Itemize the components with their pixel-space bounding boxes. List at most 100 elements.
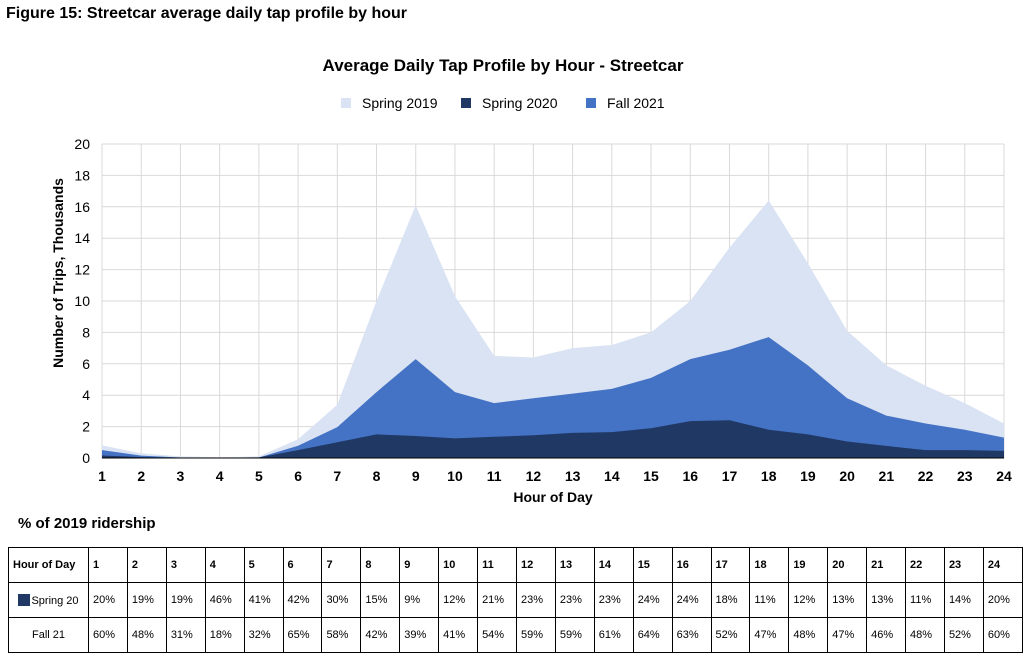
x-tick-label: 2 [137, 468, 145, 484]
table-value-cell: 24% [632, 582, 673, 618]
table-hour-cell: 15 [632, 547, 673, 583]
table-value-cell: 47% [749, 617, 790, 653]
table-hour-cell: 21 [866, 547, 907, 583]
x-tick-label: 20 [839, 468, 855, 484]
y-tick-label: 18 [74, 167, 90, 183]
table-hour-cell: 5 [243, 547, 284, 583]
table-value-cell: 48% [126, 617, 167, 653]
table-hour-cell: 6 [282, 547, 323, 583]
chart-legend: Spring 2019 Spring 2020 Fall 2021 [341, 95, 665, 111]
table-value-cell: 65% [282, 617, 323, 653]
table-value-cell: 46% [204, 582, 245, 618]
x-axis-ticks: 1 2 3 4 5 6 7 8 9 10 11 12 13 14 15 16 17 18 19 20 21 22 23 24 [98, 468, 1012, 484]
x-tick-label: 9 [412, 468, 420, 484]
y-axis-ticks: 0 2 4 6 8 10 12 14 16 18 20 [74, 136, 90, 466]
table-value-cell: 42% [282, 582, 323, 618]
table-hour-cell: 10 [438, 547, 479, 583]
table-value-cell: 9% [399, 582, 440, 618]
table-value-cell: 21% [477, 582, 517, 618]
x-tick-label: 7 [333, 468, 341, 484]
table-value-cell: 12% [438, 582, 479, 618]
table-hour-cell: 22 [905, 547, 945, 583]
y-tick-label: 12 [74, 262, 90, 278]
table-value-cell: 61% [593, 617, 634, 653]
table-value-cell: 23% [515, 582, 556, 618]
table-value-cell: 32% [243, 617, 284, 653]
table-hour-cell: 7 [321, 547, 362, 583]
table-value-cell: 52% [943, 617, 984, 653]
table-value-cell: 20% [982, 582, 1023, 618]
table-hour-cell: 1 [88, 547, 128, 583]
table-value-cell: 19% [126, 582, 167, 618]
y-tick-label: 14 [74, 230, 90, 246]
table-value-cell: 18% [204, 617, 245, 653]
table-value-cell: 20% [88, 582, 128, 618]
x-tick-label: 23 [957, 468, 973, 484]
figure-title: Figure 15: Streetcar average daily tap p… [6, 5, 408, 22]
table-value-cell: 13% [827, 582, 868, 618]
table-row: Fall 21 60% 48% 31% 18% 32% 65% 58% 42% 39% 41% 54%… [8, 617, 1023, 653]
table-hour-cell: 13 [554, 547, 595, 583]
chart-areas [102, 200, 1004, 458]
table-hour-cell: 17 [710, 547, 751, 583]
table-value-cell: 64% [632, 617, 673, 653]
legend-label: Spring 2020 [482, 95, 558, 111]
y-tick-label: 2 [82, 419, 90, 435]
table-value-cell: 30% [321, 582, 362, 618]
x-tick-label: 3 [177, 468, 185, 484]
ridership-table: Hour of Day 1 2 3 4 5 6 7 8 9 10 11 12 13 14 15 16 17 18 19… [8, 547, 1023, 653]
table-value-cell: 41% [243, 582, 284, 618]
x-tick-label: 4 [216, 468, 224, 484]
table-hour-cell: 23 [943, 547, 984, 583]
table-title: % of 2019 ridership [18, 515, 156, 532]
table-value-cell: 24% [671, 582, 712, 618]
x-tick-label: 13 [565, 468, 581, 484]
table-value-cell: 60% [88, 617, 128, 653]
table-value-cell: 31% [165, 617, 206, 653]
area-chart: Average Daily Tap Profile by Hour - Stre… [50, 56, 1012, 505]
area-series-spring-2020 [102, 420, 1004, 458]
table-value-cell: 46% [866, 617, 907, 653]
table-hour-cell: 20 [827, 547, 868, 583]
table-hour-cell: 3 [165, 547, 206, 583]
table-value-cell: 52% [710, 617, 751, 653]
table-value-cell: 59% [515, 617, 556, 653]
table-row: Spring 20 20% 19% 19% 46% 41% 42% 30% 15% 9% 12% 21… [8, 582, 1023, 618]
legend-swatch [461, 98, 471, 108]
table-value-cell: 48% [788, 617, 829, 653]
legend-label: Fall 2021 [607, 95, 665, 111]
legend-label: Spring 2019 [362, 95, 438, 111]
y-tick-label: 0 [82, 450, 90, 466]
y-tick-label: 4 [82, 387, 90, 403]
table-value-cell: 23% [554, 582, 595, 618]
x-tick-label: 12 [526, 468, 542, 484]
table-value-cell: 11% [905, 582, 945, 618]
x-tick-label: 21 [879, 468, 895, 484]
table-hour-cell: 9 [399, 547, 440, 583]
y-tick-label: 10 [74, 293, 90, 309]
y-tick-label: 6 [82, 356, 90, 372]
x-tick-label: 10 [447, 468, 463, 484]
table-value-cell: 19% [165, 582, 206, 618]
table-value-cell: 14% [943, 582, 984, 618]
table-value-cell: 41% [438, 617, 479, 653]
table-value-cell: 48% [905, 617, 945, 653]
table-row-label: Spring 20 [8, 582, 89, 618]
table-hour-cell: 18 [749, 547, 790, 583]
row-swatch [18, 593, 31, 606]
table-hour-cell: 11 [477, 547, 517, 583]
x-tick-label: 6 [294, 468, 302, 484]
table-row-label: Fall 21 [8, 617, 89, 653]
table-value-cell: 63% [671, 617, 712, 653]
area-series-fall-2021 [102, 337, 1004, 458]
y-axis-label: Number of Trips, Thousands [50, 178, 66, 368]
table-hour-cell: 8 [360, 547, 401, 583]
x-tick-label: 17 [722, 468, 738, 484]
table-header-row: Hour of Day 1 2 3 4 5 6 7 8 9 10 11 12 13 14 15 16 17 18 19… [8, 547, 1023, 583]
x-tick-label: 18 [761, 468, 777, 484]
table-value-cell: 58% [321, 617, 362, 653]
x-tick-label: 14 [604, 468, 620, 484]
x-tick-label: 8 [373, 468, 381, 484]
y-tick-label: 16 [74, 199, 90, 215]
table-hour-cell: 2 [126, 547, 167, 583]
